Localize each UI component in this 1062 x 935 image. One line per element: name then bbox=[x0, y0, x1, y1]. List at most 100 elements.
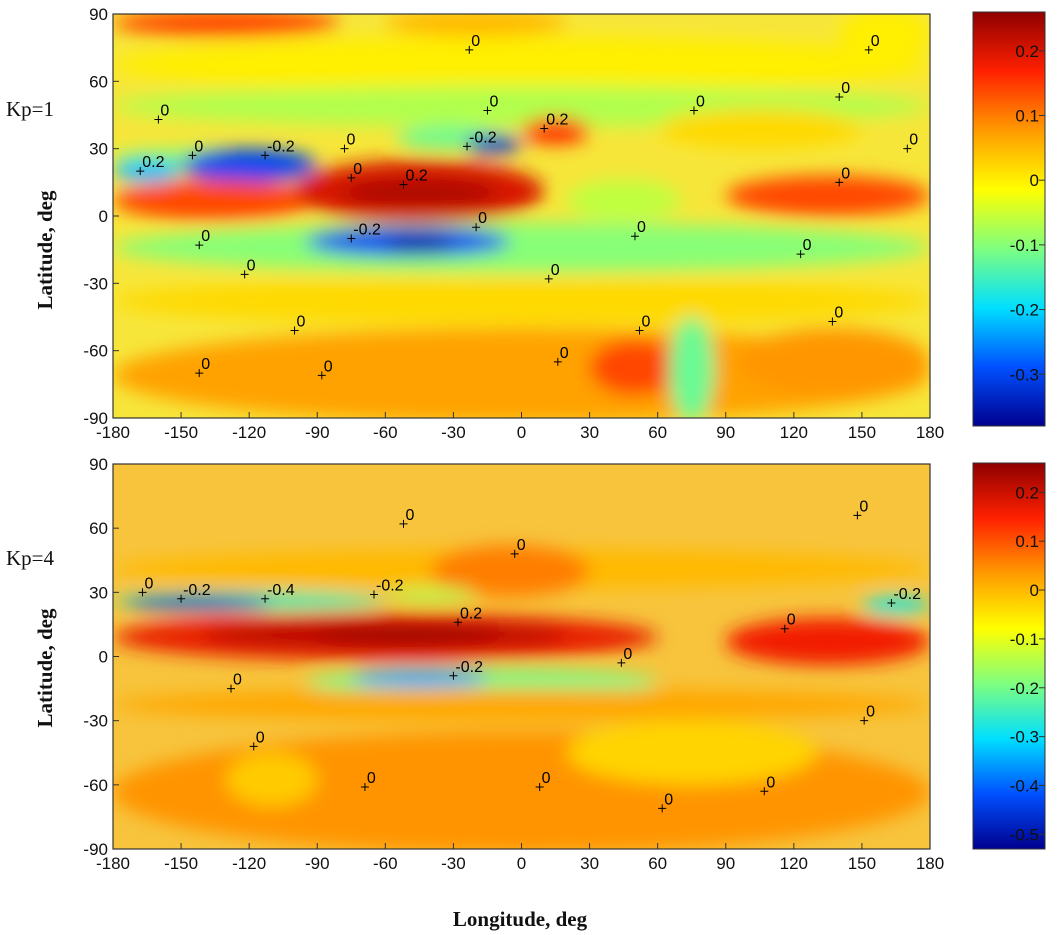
contour-label: 0 bbox=[871, 33, 880, 50]
y-tick-label: -60 bbox=[83, 342, 108, 361]
heatmap-cell-22 bbox=[113, 328, 930, 418]
x-tick-label: 30 bbox=[580, 423, 599, 442]
contour-label: -0.4 bbox=[267, 582, 295, 599]
contour-label-marker bbox=[465, 45, 474, 54]
x-tick-label: -90 bbox=[305, 854, 330, 873]
colorbar-tick-label: 0 bbox=[1030, 581, 1039, 600]
y-tick-label: 90 bbox=[89, 455, 108, 474]
contour-label-marker bbox=[540, 124, 549, 133]
contour-label: 0 bbox=[766, 774, 775, 791]
colorbar-tick-label: -0.4 bbox=[1010, 776, 1039, 795]
kp4-panel-label: Kp=4 bbox=[6, 546, 55, 570]
contour-label: 0 bbox=[478, 210, 487, 227]
y-tick-label: -90 bbox=[83, 409, 108, 428]
contour-label-marker bbox=[195, 241, 204, 250]
contour-label: 0 bbox=[324, 358, 333, 375]
contour-label-marker bbox=[136, 167, 145, 176]
kp4-y-axis-label: Latitude, deg bbox=[33, 608, 57, 728]
colorbar-tick-label: 0.1 bbox=[1015, 532, 1039, 551]
colorbar-tick-label: 0.2 bbox=[1015, 42, 1039, 61]
heatmap-cell-15 bbox=[566, 720, 817, 785]
heatmap-cell-4 bbox=[124, 596, 272, 610]
contour-label-marker bbox=[864, 45, 873, 54]
x-tick-label: -60 bbox=[373, 854, 398, 873]
x-tick-label: -120 bbox=[232, 423, 266, 442]
x-tick-label: 120 bbox=[780, 854, 808, 873]
heatmap-cell-11 bbox=[464, 135, 522, 154]
y-tick-label: 60 bbox=[89, 519, 108, 538]
colorbar-tick-label: -0.3 bbox=[1010, 365, 1039, 384]
contour-label-marker bbox=[399, 180, 408, 189]
heatmap-cell-25 bbox=[737, 328, 930, 396]
contour-label-marker bbox=[630, 232, 639, 241]
kp4-heatmap-field bbox=[113, 545, 930, 849]
contour-label-marker bbox=[796, 250, 805, 259]
colorbar-tick-label: -0.1 bbox=[1010, 630, 1039, 649]
x-tick-label: -150 bbox=[164, 854, 198, 873]
x-tick-label: 120 bbox=[780, 423, 808, 442]
x-tick-label: 90 bbox=[716, 423, 735, 442]
kp4-colorbar: 0.2 0.1 0 -0.1 -0.2 -0.3 -0.4 -0.5 bbox=[972, 462, 1046, 850]
x-tick-label: 90 bbox=[716, 854, 735, 873]
colorbar-gradient bbox=[972, 11, 1046, 427]
colorbar-tick-label: 0 bbox=[1030, 171, 1039, 190]
x-axis-label: Longitude, deg bbox=[453, 907, 588, 931]
contour-label-marker bbox=[290, 326, 299, 335]
colorbar-tick-label: 0.1 bbox=[1015, 107, 1039, 126]
contour-label-marker bbox=[510, 549, 519, 558]
colorbar-tick-label: -0.5 bbox=[1010, 825, 1039, 844]
contour-label: 0.2 bbox=[405, 168, 427, 185]
kp1-panel-label: Kp=1 bbox=[6, 97, 54, 121]
contour-label: 0 bbox=[353, 161, 362, 178]
contour-label: 0 bbox=[233, 672, 242, 689]
contour-label: 0.2 bbox=[142, 154, 164, 171]
contour-label-marker bbox=[399, 519, 408, 528]
contour-label: 0 bbox=[517, 537, 526, 554]
x-tick-label: 150 bbox=[848, 854, 876, 873]
kp4-contour-labels: 0 0 0 0 -0.2 -0.4 -0.2 -0.2 0.2 0 0 -0.2 0 0 0 0 0 0 0 bbox=[138, 498, 921, 813]
contour-label-marker bbox=[154, 115, 163, 124]
contour-label-marker bbox=[261, 594, 270, 603]
contour-label-marker bbox=[535, 782, 544, 791]
heatmap-cell-4 bbox=[839, 14, 930, 59]
x-tick-label: 0 bbox=[517, 423, 526, 442]
contour-label: -0.2 bbox=[455, 659, 483, 676]
contour-label-marker bbox=[340, 144, 349, 153]
kp1-colorbar: 0.2 0.1 0 -0.1 -0.2 -0.3 bbox=[972, 11, 1046, 427]
contour-label: 0 bbox=[194, 138, 203, 155]
contour-label: 0 bbox=[696, 94, 705, 111]
colorbar-tick-label: 0.2 bbox=[1015, 483, 1039, 502]
contour-label: 0 bbox=[160, 102, 169, 119]
contour-label: 0 bbox=[256, 729, 265, 746]
x-tick-label: -60 bbox=[373, 423, 398, 442]
kp1-y-axis-label: Latitude, deg bbox=[33, 190, 57, 310]
x-tick-label: -150 bbox=[164, 423, 198, 442]
contour-label: 0 bbox=[367, 770, 376, 787]
y-tick-label: -30 bbox=[83, 712, 108, 731]
x-tick-label: 30 bbox=[580, 854, 599, 873]
contour-label-marker bbox=[449, 671, 458, 680]
x-tick-label: -180 bbox=[96, 423, 130, 442]
x-tick-label: -90 bbox=[305, 423, 330, 442]
colorbar-tick-label: -0.3 bbox=[1010, 728, 1039, 747]
contour-label: 0 bbox=[803, 237, 812, 254]
heatmap-cell-6 bbox=[861, 596, 930, 614]
contour-label-marker bbox=[177, 594, 186, 603]
contour-label: 0 bbox=[201, 356, 210, 373]
contour-label: 0 bbox=[489, 94, 498, 111]
colorbar-tick-label: -0.1 bbox=[1010, 236, 1039, 255]
contour-label-marker bbox=[369, 590, 378, 599]
heatmap-cell-13 bbox=[113, 688, 930, 721]
contour-label: 0.2 bbox=[460, 605, 482, 622]
y-tick-label: 30 bbox=[89, 140, 108, 159]
kp1-heatmap-field bbox=[113, 14, 930, 418]
contour-label-marker bbox=[780, 624, 789, 633]
contour-label: 0 bbox=[297, 313, 306, 330]
heatmap-cell-18 bbox=[113, 222, 930, 273]
heatmap-cell-16 bbox=[566, 180, 681, 221]
contour-label-marker bbox=[635, 326, 644, 335]
contour-label-marker bbox=[227, 684, 236, 693]
contour-label-marker bbox=[453, 618, 462, 627]
y-tick-label: -30 bbox=[83, 274, 108, 293]
